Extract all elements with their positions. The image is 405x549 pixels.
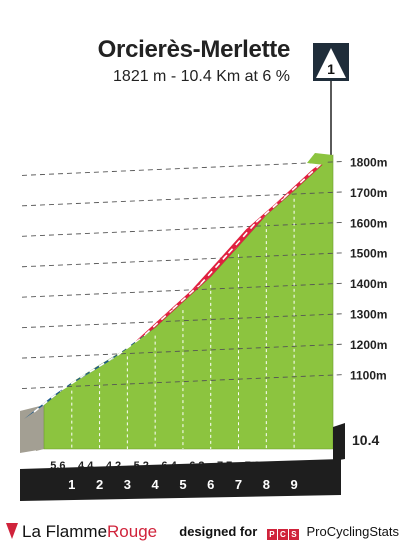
km-marker-label: 1 bbox=[68, 477, 75, 492]
profile-area bbox=[20, 154, 334, 453]
road-centerline bbox=[227, 221, 257, 254]
km-marker-label: 5 bbox=[179, 477, 186, 492]
elevation-tick-label: 1600m bbox=[350, 216, 387, 230]
elevation-tick-label: 1400m bbox=[350, 277, 387, 291]
elevation-tick-label: 1700m bbox=[350, 186, 387, 200]
km-marker-label: 2 bbox=[96, 477, 103, 492]
category-badge: 1 bbox=[313, 43, 349, 155]
elevation-axis: 1100m 1200m 1300m 1400m 1500m 1600m 1700m 1800m bbox=[350, 155, 387, 382]
road-segment bbox=[135, 302, 183, 342]
road-centerline bbox=[61, 371, 91, 391]
elevation-tick-label: 1300m bbox=[350, 308, 387, 322]
summit-cap bbox=[307, 153, 333, 165]
profile-side-wall bbox=[20, 405, 44, 453]
km-marker-label: 8 bbox=[263, 477, 270, 492]
elevation-tick-label: 1200m bbox=[350, 338, 387, 352]
elevation-tick-label: 1500m bbox=[350, 247, 387, 261]
profile-end-cap bbox=[333, 423, 345, 461]
flame-flag-icon bbox=[6, 523, 18, 539]
road-centerline bbox=[116, 333, 146, 356]
elevation-grid bbox=[21, 160, 346, 449]
pcs-name: ProCyclingStats bbox=[306, 524, 399, 539]
road-centerline bbox=[89, 354, 118, 373]
road-centerline bbox=[200, 252, 230, 285]
designed-for-label: designed for bbox=[179, 524, 258, 539]
km-marker-label: 6 bbox=[207, 477, 214, 492]
km-marker-label: 9 bbox=[290, 477, 297, 492]
badge-category-number: 1 bbox=[327, 61, 335, 77]
road-segment bbox=[218, 215, 267, 261]
total-distance-label: 10.4 bbox=[352, 432, 379, 448]
road-band bbox=[24, 153, 333, 419]
km-marker-label: 7 bbox=[235, 477, 242, 492]
km-baseline: 1 2 3 4 5 6 7 8 9 10.4 bbox=[20, 423, 379, 501]
laflammerouge-logo: La FlammeRouge bbox=[6, 522, 157, 542]
grid-line bbox=[21, 160, 346, 176]
badge-triangle bbox=[316, 48, 346, 78]
profile-fill bbox=[43, 154, 334, 450]
road-centerline bbox=[33, 389, 63, 413]
road-segment bbox=[190, 246, 239, 291]
km-marker-label: 3 bbox=[124, 477, 131, 492]
elevation-tick-label: 1800m bbox=[350, 155, 387, 169]
km-marker-label: 4 bbox=[152, 477, 160, 492]
km-baseline-bar bbox=[20, 459, 341, 501]
climb-summary: 1821 m - 10.4 Km at 6 % bbox=[113, 68, 290, 85]
climb-title: Orcierès-Merlette bbox=[97, 36, 291, 63]
road-centerline bbox=[283, 161, 324, 199]
elevation-tick-label: 1100m bbox=[350, 369, 387, 383]
